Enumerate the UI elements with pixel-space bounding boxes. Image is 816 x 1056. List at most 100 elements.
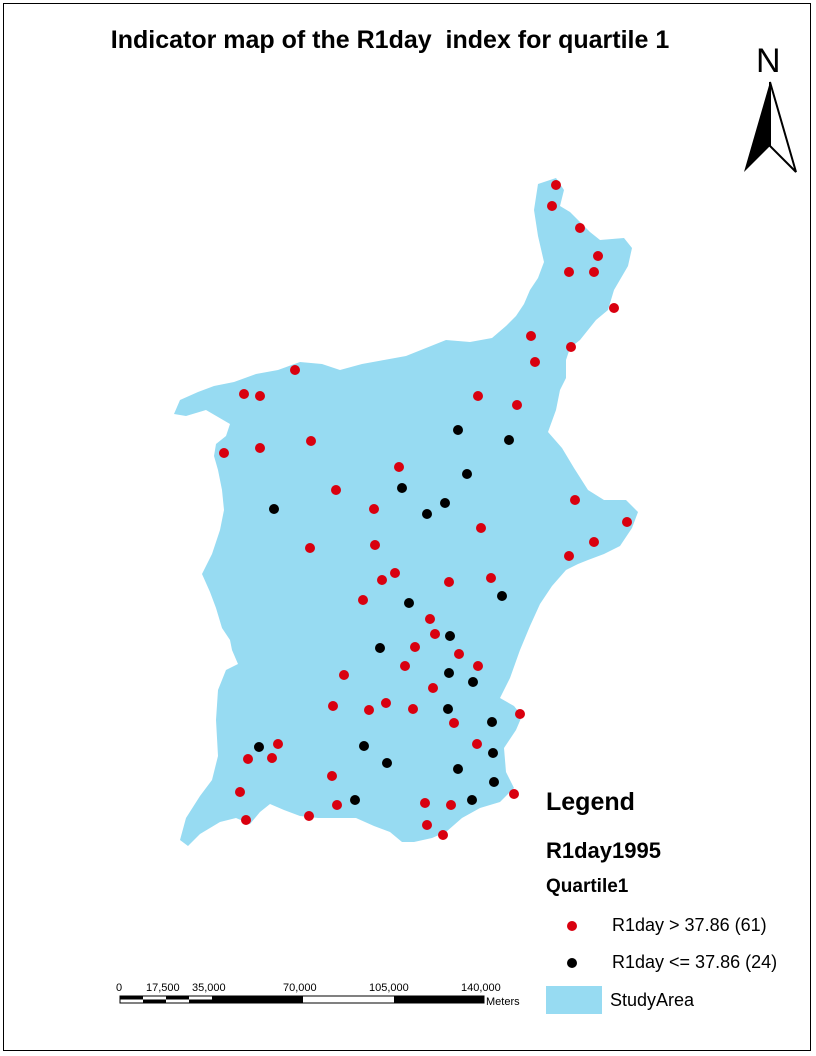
station-point-above: [547, 201, 557, 211]
station-point-below: [404, 598, 414, 608]
station-point-above: [255, 391, 265, 401]
station-point-above: [425, 614, 435, 624]
station-point-above: [422, 820, 432, 830]
station-point-above: [564, 551, 574, 561]
legend-layer-name: R1day1995: [546, 838, 661, 863]
station-point-above: [364, 705, 374, 715]
station-point-above: [473, 391, 483, 401]
station-points: [219, 180, 632, 840]
black-dot-icon: [567, 958, 577, 968]
station-point-above: [589, 537, 599, 547]
legend-item-label: R1day <= 37.86 (24): [612, 952, 778, 972]
station-point-below: [462, 469, 472, 479]
station-point-below: [453, 425, 463, 435]
station-point-above: [476, 523, 486, 533]
station-point-above: [235, 787, 245, 797]
station-point-above: [530, 357, 540, 367]
station-point-above: [420, 798, 430, 808]
station-point-above: [390, 568, 400, 578]
station-point-above: [509, 789, 519, 799]
station-point-above: [473, 661, 483, 671]
station-point-below: [444, 668, 454, 678]
scale-label-105000: 105,000: [369, 982, 409, 994]
scale-label-140000: 140,000: [461, 982, 501, 994]
station-point-below: [382, 758, 392, 768]
station-point-above: [243, 754, 253, 764]
study-area-polygon: [174, 178, 638, 846]
station-point-below: [375, 643, 385, 653]
station-point-above: [328, 701, 338, 711]
station-point-above: [526, 331, 536, 341]
station-point-below: [468, 677, 478, 687]
station-point-above: [454, 649, 464, 659]
station-point-below: [489, 777, 499, 787]
station-point-above: [564, 267, 574, 277]
station-point-above: [255, 443, 265, 453]
station-point-above: [486, 573, 496, 583]
legend-field-name: Quartile1: [546, 876, 629, 897]
station-point-above: [515, 709, 525, 719]
scale-label-35000: 35,000: [192, 982, 226, 994]
station-point-above: [408, 704, 418, 714]
station-point-above: [410, 642, 420, 652]
study-area-label: StudyArea: [610, 990, 695, 1010]
station-point-above: [290, 365, 300, 375]
station-point-above: [438, 830, 448, 840]
legend-item-label: R1day > 37.86 (61): [612, 915, 767, 935]
station-point-above: [430, 629, 440, 639]
station-point-above: [267, 753, 277, 763]
station-point-above: [570, 495, 580, 505]
scale-label-17500: 17,500: [146, 982, 180, 994]
station-point-above: [327, 771, 337, 781]
station-point-below: [350, 795, 360, 805]
station-point-above: [472, 739, 482, 749]
station-point-below: [254, 742, 264, 752]
station-point-below: [440, 498, 450, 508]
station-point-above: [331, 485, 341, 495]
station-point-above: [339, 670, 349, 680]
station-point-below: [269, 504, 279, 514]
station-point-above: [622, 517, 632, 527]
station-point-above: [358, 595, 368, 605]
station-point-above: [219, 448, 229, 458]
station-point-below: [445, 631, 455, 641]
station-point-above: [428, 683, 438, 693]
station-point-above: [241, 815, 251, 825]
station-point-above: [332, 800, 342, 810]
station-point-above: [369, 504, 379, 514]
station-point-above: [381, 698, 391, 708]
station-point-below: [453, 764, 463, 774]
legend-title: Legend: [546, 788, 635, 816]
station-point-above: [444, 577, 454, 587]
station-point-above: [446, 800, 456, 810]
station-point-below: [504, 435, 514, 445]
station-point-below: [487, 717, 497, 727]
station-point-above: [305, 543, 315, 553]
station-point-above: [304, 811, 314, 821]
station-point-above: [566, 342, 576, 352]
map-title: Indicator map of the R1day index for qua…: [110, 26, 670, 54]
map-frame: [3, 3, 811, 1051]
station-point-below: [497, 591, 507, 601]
station-point-above: [551, 180, 561, 190]
station-point-below: [359, 741, 369, 751]
station-point-above: [589, 267, 599, 277]
station-point-below: [467, 795, 477, 805]
station-point-below: [422, 509, 432, 519]
station-point-above: [593, 251, 603, 261]
station-point-above: [609, 303, 619, 313]
station-point-above: [239, 389, 249, 399]
station-point-below: [397, 483, 407, 493]
station-point-above: [306, 436, 316, 446]
station-point-above: [512, 400, 522, 410]
station-point-above: [394, 462, 404, 472]
station-point-above: [377, 575, 387, 585]
station-point-above: [370, 540, 380, 550]
station-point-above: [273, 739, 283, 749]
study-area-swatch: [546, 986, 602, 1014]
north-arrow-icon: [744, 81, 797, 173]
north-letter: N: [756, 42, 781, 80]
station-point-above: [449, 718, 459, 728]
station-point-above: [400, 661, 410, 671]
